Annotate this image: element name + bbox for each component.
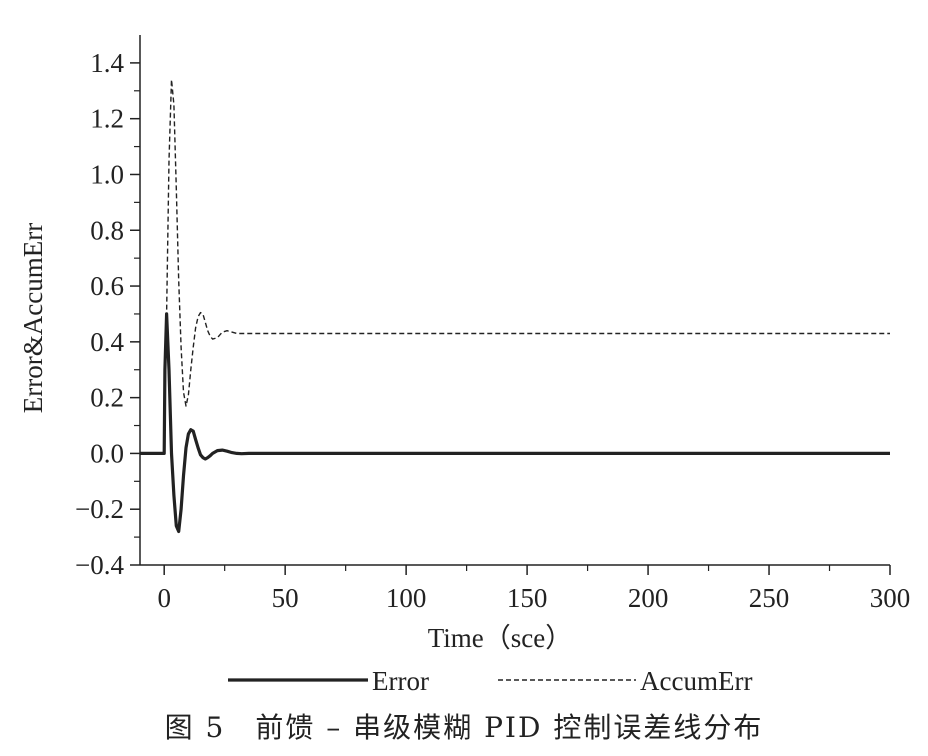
x-axis-title: Time（sce） bbox=[428, 623, 573, 653]
series-layer bbox=[140, 78, 890, 534]
line-chart: −0.4 −0.2 0.0 0.2 0.4 0.6 0.8 1.0 1.2 1.4 0 50 100 15… bbox=[18, 35, 910, 696]
y-tick-label: 0.2 bbox=[90, 383, 124, 413]
y-tick-label: 0.6 bbox=[90, 271, 124, 301]
y-tick-label: −0.2 bbox=[75, 494, 124, 524]
x-tick-label: 200 bbox=[628, 583, 669, 613]
y-tick-label: −0.4 bbox=[75, 550, 124, 580]
legend-label-accumerr: AccumErr bbox=[640, 666, 752, 696]
y-tick-label: 0.4 bbox=[90, 327, 124, 357]
x-tick-label: 150 bbox=[507, 583, 548, 613]
y-axis-title: Error&AccumErr bbox=[18, 223, 48, 413]
x-tick-label: 300 bbox=[870, 583, 911, 613]
x-tick-label: 100 bbox=[386, 583, 427, 613]
x-tick-label: 250 bbox=[749, 583, 790, 613]
x-tick-label: 50 bbox=[272, 583, 299, 613]
y-tick-label: 1.2 bbox=[90, 104, 124, 134]
legend-label-error: Error bbox=[372, 666, 429, 696]
axes: −0.4 −0.2 0.0 0.2 0.4 0.6 0.8 1.0 1.2 1.4 0 50 100 15… bbox=[18, 35, 910, 653]
y-tick-label: 0.8 bbox=[90, 215, 124, 245]
y-tick-label: 1.4 bbox=[90, 48, 124, 78]
legend: Error AccumErr bbox=[228, 666, 752, 696]
figure-caption: 图 5 前馈 – 串级模糊 PID 控制误差线分布 bbox=[164, 711, 764, 744]
y-tick-label: 0.0 bbox=[90, 438, 124, 468]
y-tick-label: 1.0 bbox=[90, 159, 124, 189]
series-line-accumerr bbox=[140, 78, 890, 455]
series-line-error bbox=[140, 312, 890, 534]
x-tick-label: 0 bbox=[157, 583, 171, 613]
